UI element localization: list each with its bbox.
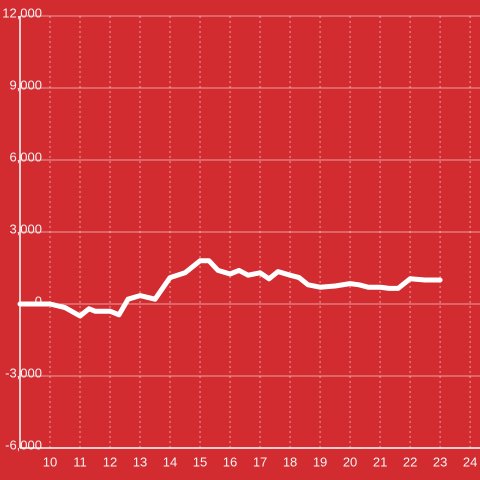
y-tick-label: 3,000 [9,221,42,236]
y-tick-label: -3,000 [5,365,42,380]
y-tick-label: 12,000 [2,5,42,20]
x-tick-label: 21 [373,454,387,469]
x-tick-label: 16 [223,454,237,469]
x-tick-label: 10 [43,454,57,469]
x-tick-label: 15 [193,454,207,469]
x-tick-label: 13 [133,454,147,469]
y-tick-label: 9,000 [9,77,42,92]
x-tick-label: 12 [103,454,117,469]
x-tick-label: 22 [403,454,417,469]
y-tick-label: -6,000 [5,437,42,452]
y-tick-label: 6,000 [9,149,42,164]
x-tick-label: 18 [283,454,297,469]
y-tick-label: 0 [35,293,42,308]
x-tick-label: 14 [163,454,177,469]
line [17,258,443,319]
x-tick-label: 19 [313,454,327,469]
x-tick-label: 23 [433,454,447,469]
x-tick-label: 17 [253,454,267,469]
x-tick-label: 20 [343,454,357,469]
x-tick-label: 11 [73,454,87,469]
x-tick-label: 24 [463,454,477,469]
